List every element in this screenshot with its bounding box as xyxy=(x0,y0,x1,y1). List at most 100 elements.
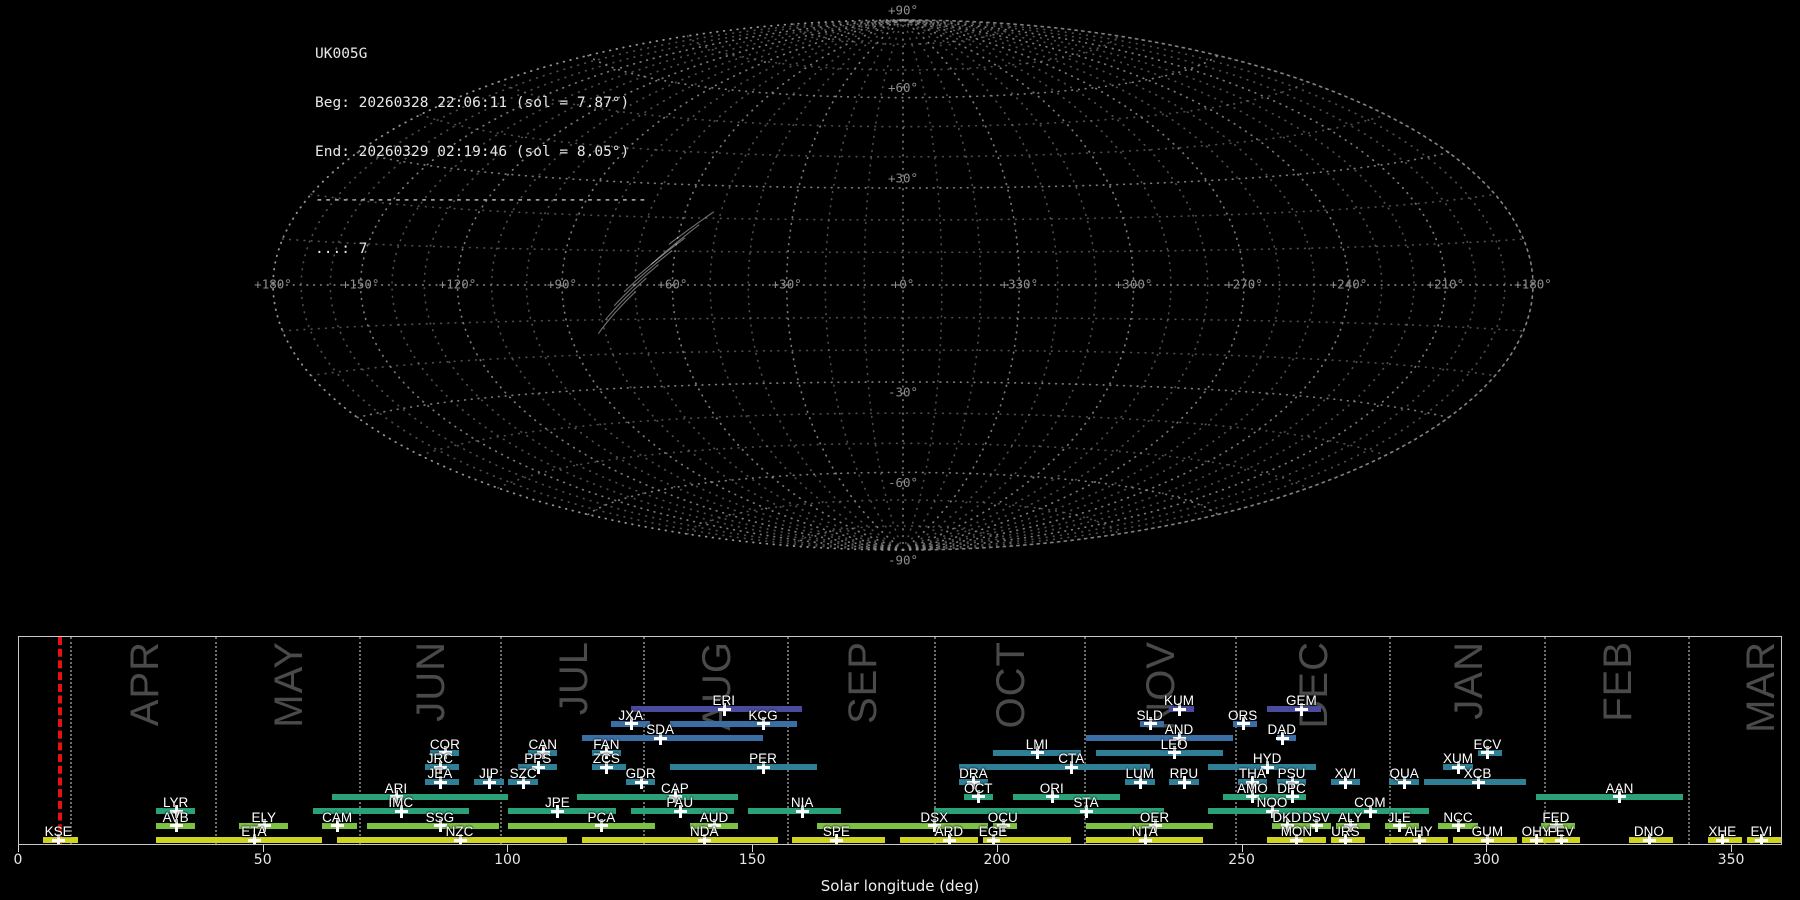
shower-peak-marker[interactable] xyxy=(389,790,403,804)
shower-peak-marker[interactable] xyxy=(1451,760,1465,774)
shower-peak-marker[interactable] xyxy=(986,833,1000,844)
shower-activity-bar[interactable] xyxy=(1536,793,1684,800)
shower-peak-marker[interactable] xyxy=(928,819,942,833)
shower-peak-marker[interactable] xyxy=(1285,775,1299,789)
shower-peak-marker[interactable] xyxy=(756,717,770,731)
shower-peak-marker[interactable] xyxy=(517,775,531,789)
shower-peak-marker[interactable] xyxy=(1412,833,1426,844)
shower-peak-marker[interactable] xyxy=(394,804,408,818)
shower-activity-bar[interactable] xyxy=(669,764,817,771)
shower-peak-marker[interactable] xyxy=(717,702,731,716)
shower-activity-bar[interactable] xyxy=(630,706,803,712)
shower-peak-marker[interactable] xyxy=(1613,790,1627,804)
shower-peak-marker[interactable] xyxy=(654,731,668,745)
shower-peak-marker[interactable] xyxy=(551,804,565,818)
shower-peak-marker[interactable] xyxy=(996,819,1010,833)
shower-peak-marker[interactable] xyxy=(1246,775,1260,789)
shower-peak-marker[interactable] xyxy=(1133,775,1147,789)
shower-peak-marker[interactable] xyxy=(1716,833,1730,844)
shower-peak-marker[interactable] xyxy=(1148,819,1162,833)
shower-peak-marker[interactable] xyxy=(438,746,452,760)
shower-activity-bar[interactable] xyxy=(1095,749,1224,756)
shower-activity-bar[interactable] xyxy=(1085,735,1233,742)
shower-peak-marker[interactable] xyxy=(698,833,712,844)
shower-activity-bar[interactable] xyxy=(332,793,509,800)
shower-peak-marker[interactable] xyxy=(453,833,467,844)
shower-peak-marker[interactable] xyxy=(1642,833,1656,844)
shower-peak-marker[interactable] xyxy=(247,833,261,844)
shower-peak-marker[interactable] xyxy=(1451,819,1465,833)
shower-peak-marker[interactable] xyxy=(595,819,609,833)
shower-activity-bar[interactable] xyxy=(576,793,739,800)
shower-peak-marker[interactable] xyxy=(756,760,770,774)
shower-activity-bar[interactable] xyxy=(581,735,763,742)
shower-activity-bar[interactable] xyxy=(312,808,470,815)
shower-peak-marker[interactable] xyxy=(708,819,721,833)
shower-peak-marker[interactable] xyxy=(433,775,447,789)
shower-peak-marker[interactable] xyxy=(942,833,956,844)
shower-activity-bar[interactable] xyxy=(508,822,656,829)
shower-peak-marker[interactable] xyxy=(796,804,810,818)
shower-activity-bar[interactable] xyxy=(1208,808,1317,815)
shower-peak-marker[interactable] xyxy=(967,775,981,789)
shower-peak-marker[interactable] xyxy=(1310,819,1324,833)
shower-peak-marker[interactable] xyxy=(536,746,550,760)
shower-peak-marker[interactable] xyxy=(1138,833,1152,844)
shower-activity-bar[interactable] xyxy=(934,808,1165,815)
shower-activity-bar[interactable] xyxy=(669,720,798,727)
shower-peak-marker[interactable] xyxy=(1295,702,1309,716)
shower-peak-marker[interactable] xyxy=(1031,746,1045,760)
shower-peak-marker[interactable] xyxy=(1290,833,1304,844)
shower-peak-marker[interactable] xyxy=(1280,819,1294,833)
shower-peak-marker[interactable] xyxy=(1168,746,1182,760)
shower-activity-bar[interactable] xyxy=(366,822,499,829)
shower-peak-marker[interactable] xyxy=(169,804,183,818)
shower-peak-marker[interactable] xyxy=(1398,775,1412,789)
shower-peak-marker[interactable] xyxy=(1065,760,1079,774)
shower-peak-marker[interactable] xyxy=(1471,775,1485,789)
shower-activity-bar[interactable] xyxy=(156,837,323,844)
shower-peak-marker[interactable] xyxy=(600,746,614,760)
shower-activity-bar[interactable] xyxy=(958,764,1150,771)
shower-peak-marker[interactable] xyxy=(331,819,345,833)
shower-peak-marker[interactable] xyxy=(1261,760,1275,774)
shower-peak-marker[interactable] xyxy=(482,775,496,789)
shower-peak-marker[interactable] xyxy=(1481,833,1495,844)
shower-peak-marker[interactable] xyxy=(1246,790,1260,804)
shower-peak-marker[interactable] xyxy=(1363,804,1377,818)
shower-peak-marker[interactable] xyxy=(830,833,844,844)
shower-peak-marker[interactable] xyxy=(1530,833,1544,844)
shower-activity-bar[interactable] xyxy=(1012,793,1121,800)
shower-peak-marker[interactable] xyxy=(1339,833,1353,844)
shower-peak-marker[interactable] xyxy=(1172,731,1186,745)
shower-activity-bar[interactable] xyxy=(748,808,842,815)
shower-peak-marker[interactable] xyxy=(634,775,648,789)
shower-activity-bar[interactable] xyxy=(1267,706,1321,712)
shower-peak-marker[interactable] xyxy=(1275,731,1289,745)
shower-peak-marker[interactable] xyxy=(600,760,614,774)
shower-peak-marker[interactable] xyxy=(257,819,271,833)
shower-peak-marker[interactable] xyxy=(1045,790,1059,804)
shower-peak-marker[interactable] xyxy=(433,760,447,774)
shower-peak-marker[interactable] xyxy=(1393,819,1407,833)
shower-peak-marker[interactable] xyxy=(1236,717,1250,731)
activity-timeline-panel[interactable]: APR MAY JUN JUL AUG SEP OCT NOV DEC JAN FEB MAR ERI K… xyxy=(18,636,1782,845)
shower-peak-marker[interactable] xyxy=(1265,804,1279,818)
shower-peak-marker[interactable] xyxy=(1549,819,1563,833)
shower-peak-marker[interactable] xyxy=(1177,775,1191,789)
shower-peak-marker[interactable] xyxy=(1554,833,1568,844)
shower-peak-marker[interactable] xyxy=(972,790,986,804)
shower-activity-bar[interactable] xyxy=(1281,808,1429,815)
shower-peak-marker[interactable] xyxy=(668,790,682,804)
shower-activity-bar[interactable] xyxy=(983,837,1072,844)
shower-peak-marker[interactable] xyxy=(1344,819,1358,833)
shower-peak-marker[interactable] xyxy=(1172,702,1186,716)
shower-peak-marker[interactable] xyxy=(169,819,183,833)
shower-peak-marker[interactable] xyxy=(531,760,545,774)
shower-peak-marker[interactable] xyxy=(1755,833,1769,844)
shower-peak-marker[interactable] xyxy=(1285,790,1299,804)
shower-peak-marker[interactable] xyxy=(433,819,447,833)
shower-peak-marker[interactable] xyxy=(1339,775,1353,789)
shower-peak-marker[interactable] xyxy=(624,717,638,731)
shower-peak-marker[interactable] xyxy=(673,804,687,818)
